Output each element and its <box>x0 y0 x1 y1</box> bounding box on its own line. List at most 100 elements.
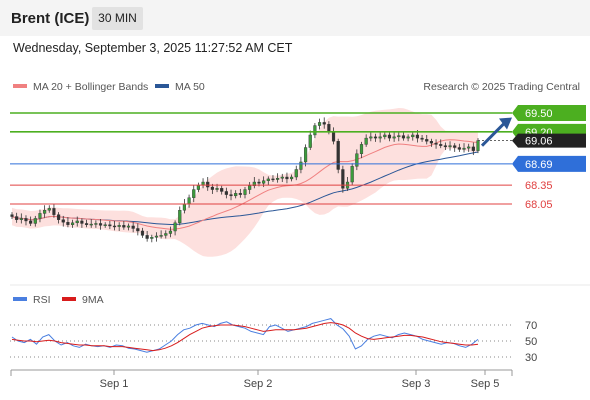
candle-body <box>243 189 247 195</box>
candle <box>136 223 140 236</box>
candle <box>47 205 51 213</box>
candle-body <box>10 214 14 217</box>
candle-body <box>317 122 322 126</box>
candle-body <box>439 144 443 146</box>
candle <box>220 185 224 195</box>
instrument-title: Brent (ICE) <box>11 10 90 27</box>
candle-body <box>350 166 354 183</box>
candle-body <box>420 137 424 140</box>
candle-body <box>252 181 256 187</box>
candle <box>453 143 457 152</box>
candle <box>52 204 56 218</box>
candle <box>285 172 289 184</box>
candle <box>178 206 182 226</box>
candle-body <box>94 223 98 225</box>
candle-body <box>173 222 177 232</box>
candle-body <box>364 137 368 145</box>
candle-body <box>285 176 289 180</box>
bollinger-band <box>12 108 478 257</box>
candle-body <box>392 136 396 139</box>
candle <box>140 227 145 238</box>
candle <box>19 213 23 224</box>
candle <box>112 220 117 231</box>
candle-body <box>66 221 70 225</box>
candle <box>43 205 47 218</box>
candle-body <box>303 147 308 163</box>
timeframe-badge[interactable]: 30 MIN <box>92 7 143 30</box>
candle-body <box>257 181 261 184</box>
candle-body <box>154 235 159 238</box>
candle <box>206 177 210 191</box>
candle <box>33 215 37 227</box>
candle-body <box>52 208 56 215</box>
candle-body <box>75 220 79 224</box>
level-69-50: 69.50 <box>10 105 586 121</box>
level-tag <box>512 155 586 172</box>
level-68-35: 68.35 <box>10 180 553 192</box>
candle-body <box>299 161 303 170</box>
candle-body <box>271 178 275 181</box>
level-68-05: 68.05 <box>10 199 553 211</box>
ma20-line <box>11 139 479 230</box>
rsi-tick-label: 30 <box>525 352 537 364</box>
candle <box>108 220 112 230</box>
candle <box>252 177 256 189</box>
candle <box>401 131 406 141</box>
candle <box>61 215 65 227</box>
candle-body <box>150 237 154 239</box>
ma20-legend-swatch <box>13 84 27 88</box>
candle-body <box>43 210 47 214</box>
candle-body <box>262 180 266 184</box>
candle-body <box>164 233 168 236</box>
candle <box>387 131 392 142</box>
ma50-legend-label: MA 50 <box>175 81 205 93</box>
candle <box>397 132 401 142</box>
candle <box>336 138 340 174</box>
candle-body <box>308 134 312 148</box>
candle-body <box>136 228 140 232</box>
level-tag <box>512 105 586 121</box>
candle <box>173 220 177 236</box>
rsi-ma9-line <box>11 322 479 352</box>
candle <box>341 165 345 193</box>
candle-body <box>178 210 182 224</box>
candle <box>75 216 79 227</box>
candle-body <box>457 147 461 150</box>
candle-body <box>131 225 135 229</box>
candle-body <box>383 134 387 138</box>
candle <box>299 156 303 174</box>
candle <box>457 143 461 152</box>
candle-body <box>61 219 65 223</box>
candle-body <box>229 194 233 197</box>
candle-body <box>206 181 210 188</box>
candle <box>434 139 438 149</box>
candle <box>276 173 280 183</box>
candle-body <box>122 225 126 228</box>
candle <box>229 189 233 201</box>
candle <box>303 144 308 167</box>
candle-body <box>471 146 475 151</box>
candle <box>420 134 424 142</box>
candle-body <box>24 218 28 222</box>
rsi-tick-label: 50 <box>525 336 537 348</box>
candle-body <box>145 235 149 239</box>
candle-body <box>355 153 359 167</box>
candle <box>448 141 452 151</box>
candle-body <box>448 145 452 148</box>
candle <box>294 165 298 181</box>
candle-body <box>159 235 163 237</box>
candle <box>80 218 84 228</box>
candle <box>378 132 382 143</box>
candle-body <box>89 223 93 226</box>
candle-body <box>117 225 121 227</box>
candle <box>38 209 42 223</box>
candle <box>308 130 312 151</box>
candle-body <box>401 135 406 139</box>
candle-body <box>238 193 242 195</box>
candle-body <box>224 191 228 195</box>
candle-body <box>234 193 238 197</box>
candle-body <box>266 178 270 181</box>
candle <box>94 220 98 228</box>
candle <box>131 222 135 233</box>
